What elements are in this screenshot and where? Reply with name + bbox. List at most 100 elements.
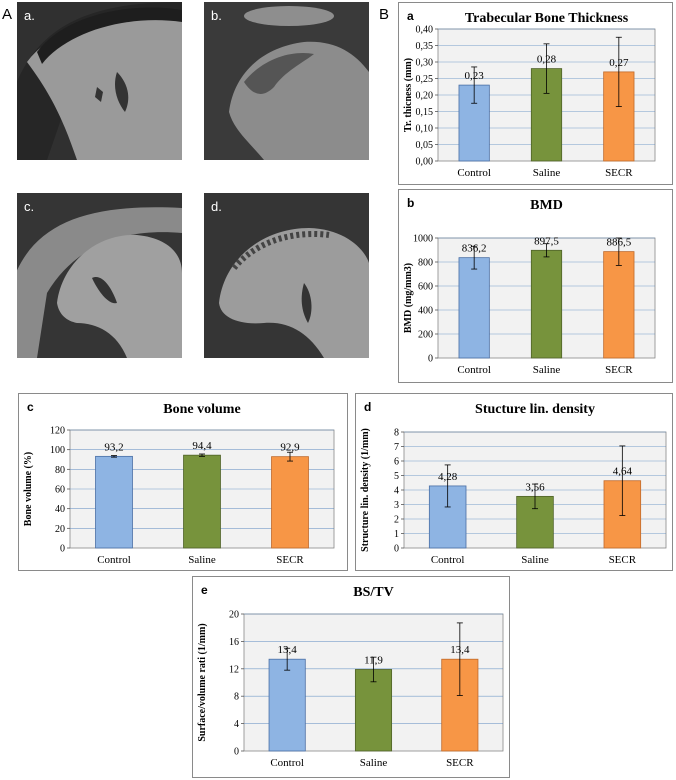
ct-image-c-label: c. [24,199,35,214]
y-tick-label: 4 [394,486,399,497]
x-tick-label: Control [97,554,131,566]
chart-e-panel-label: e [201,583,208,597]
x-tick-label: Saline [521,554,549,566]
bar-control [458,257,490,359]
y-tick-label: 6 [394,457,399,468]
chart-a-panel-label: a [407,9,414,23]
data-label: 4,64 [613,466,633,478]
data-label: 0,23 [465,70,485,82]
ct-image-d-label: d. [211,199,222,214]
chart-c-panel-label: c [27,400,34,414]
bar-control [268,658,306,752]
y-tick-label: 0 [234,747,239,758]
data-label: 93,2 [104,441,123,453]
chart-box-e: e BS/TV 0 4 8 12 16 20 Surface/volume rati (1/m… [192,576,510,778]
y-tick-label: 4 [234,719,239,730]
y-tick-label: 1 [394,529,399,540]
y-tick-label: 80 [55,465,65,476]
y-tick-label: 8 [394,428,399,439]
chart-box-a: a Trabecular Bone Thickness 0,00 0,05 0,10 0… [398,2,673,185]
chart-box-b: b BMD 0 200 400 600 800 1000 BMD (mg/mm3) 836,2 C… [398,189,673,383]
y-axis-label: BMD (mg/mm3) [403,263,414,333]
x-tick-label: Control [457,167,491,179]
y-tick-label: 0,00 [416,157,434,168]
y-axis-label: Structure lin. density (1/mm) [360,428,371,552]
chart-d-panel-label: d [364,400,372,414]
y-tick-label: 0,15 [416,107,434,118]
y-tick-label: 3 [394,500,399,511]
y-tick-label: 20 [55,524,65,535]
y-tick-label: 400 [418,306,433,317]
x-tick-label: Saline [533,364,561,376]
x-tick-label: Control [270,757,304,769]
panel-letter-b-group: B [379,6,390,23]
y-tick-label: 600 [418,282,433,293]
y-tick-label: 0,40 [416,25,434,36]
data-label: 836,2 [462,243,487,255]
x-tick-label: SECR [605,364,633,376]
ct-image-a-label: a. [24,8,35,23]
chart-title: BS/TV [353,585,393,600]
y-axis-label: Surface/volume rati (1/mm) [197,623,208,741]
chart-box-c: c Bone volume 0 20 40 60 80 100 120 Bone volume … [18,393,348,571]
y-tick-label: 12 [229,664,239,675]
y-tick-label: 8 [234,692,239,703]
x-tick-label: Control [431,554,465,566]
chart-d-svg: Stucture lin. density 0 1 2 3 4 5 6 7 8 Structure … [360,402,667,566]
bar-secr [271,456,309,549]
y-tick-label: 7 [394,442,399,453]
ct-image-b: b. [204,2,369,160]
bar-saline [183,454,221,549]
bar-secr [603,251,635,359]
chart-e-svg: BS/TV 0 4 8 12 16 20 Surface/volume rati (1/mm)… [197,585,504,769]
chart-a-svg: Trabecular Bone Thickness 0,00 0,05 0,10 0,1… [403,11,656,179]
data-label: 0,28 [537,54,557,66]
chart-title: Stucture lin. density [475,402,595,417]
y-tick-label: 0,20 [416,91,434,102]
bar-control [95,455,133,549]
y-tick-label: 0 [394,544,399,555]
bar-saline [354,669,393,752]
y-tick-label: 20 [229,610,239,621]
chart-b-svg: BMD 0 200 400 600 800 1000 BMD (mg/mm3) 836,2 Con… [403,198,656,376]
chart-title: BMD [530,198,563,213]
x-tick-label: SECR [609,554,637,566]
data-label: 94,4 [192,440,212,452]
chart-b-panel-label: b [407,196,415,210]
y-tick-label: 0,25 [416,74,434,85]
y-tick-label: 60 [55,485,65,496]
chart-box-d: d Stucture lin. density 0 1 2 3 4 5 6 7 8 Structur… [355,393,673,571]
y-tick-label: 0 [428,354,433,365]
ct-image-a: a. [17,2,182,160]
y-tick-label: 0,35 [416,41,434,52]
data-label: 13,4 [278,644,298,656]
x-tick-label: Saline [360,757,388,769]
y-axis-label: Tr. thicness (mm) [403,58,414,132]
chart-title: Trabecular Bone Thickness [465,11,629,26]
y-tick-label: 5 [394,471,399,482]
y-tick-label: 16 [229,637,239,648]
y-tick-label: 120 [50,426,65,437]
x-tick-label: SECR [446,757,474,769]
panel-letter-a-group: A [2,6,13,23]
data-label: 886,5 [606,237,631,249]
y-axis-label: Bone volume (%) [23,452,34,526]
y-tick-label: 1000 [413,234,433,245]
y-tick-label: 800 [418,258,433,269]
ct-image-b-label: b. [211,8,222,23]
y-tick-label: 2 [394,515,399,526]
x-tick-label: Saline [533,167,561,179]
data-label: 11,9 [364,654,383,666]
x-tick-label: SECR [276,554,304,566]
x-tick-label: Saline [188,554,216,566]
ct-image-d: d. [204,193,369,358]
y-tick-label: 40 [55,504,65,515]
y-tick-label: 200 [418,330,433,341]
ct-image-c: c. [17,193,182,358]
data-label: 3,56 [525,481,545,493]
data-label: 92,9 [280,442,300,454]
data-label: 897,5 [534,235,559,247]
y-tick-label: 0 [60,544,65,555]
y-tick-label: 0,10 [416,124,434,135]
data-label: 13,4 [450,644,470,656]
